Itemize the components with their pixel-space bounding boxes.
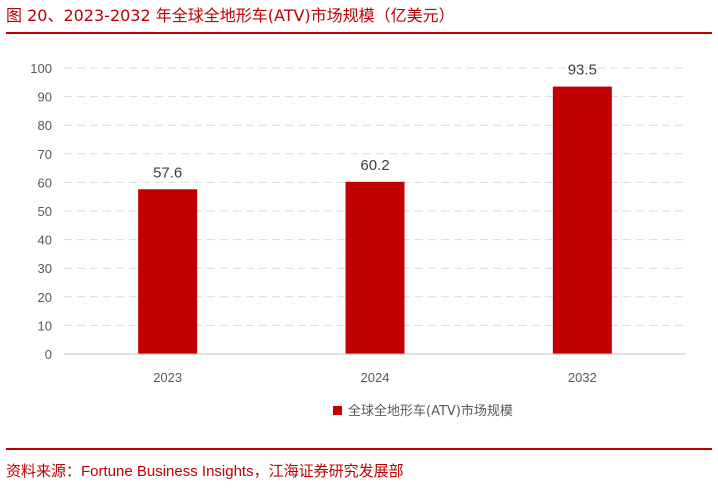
y-tick-label: 30 (38, 261, 52, 276)
x-tick-label: 2023 (153, 370, 182, 385)
title-divider (6, 32, 712, 34)
y-axis-ticks: 0 10 20 30 40 50 60 70 80 90 100 (30, 61, 52, 362)
bar (552, 86, 612, 354)
y-tick-label: 20 (38, 290, 52, 305)
y-tick-label: 60 (38, 175, 52, 190)
data-label: 60.2 (360, 157, 389, 174)
y-tick-label: 40 (38, 233, 52, 248)
y-tick-label: 10 (38, 318, 52, 333)
bar (138, 189, 198, 354)
y-tick-label: 100 (30, 61, 52, 76)
source-suffix: ，江海证券研究发展部 (253, 462, 404, 480)
bar (345, 181, 405, 354)
x-tick-label: 2024 (361, 370, 390, 385)
data-label: 57.6 (153, 164, 182, 181)
legend-swatch (333, 406, 342, 415)
y-tick-label: 80 (38, 118, 52, 133)
source-prefix: 资料来源： (6, 462, 82, 480)
y-tick-label: 0 (45, 347, 52, 362)
y-tick-label: 50 (38, 204, 52, 219)
source-divider (6, 448, 712, 450)
source-note: 资料来源：Fortune Business Insights，江海证券研究发展部 (6, 461, 404, 482)
legend: 全球全地形车(ATV)市场规模 (333, 403, 513, 419)
data-label: 93.5 (568, 62, 597, 79)
x-tick-label: 2032 (568, 370, 597, 385)
source-name: Fortune Business Insights (81, 463, 254, 480)
bars (138, 86, 612, 354)
legend-label: 全球全地形车(ATV)市场规模 (348, 403, 513, 419)
bar-chart: 0 10 20 30 40 50 60 70 80 90 100 2023 2024 2032 57.6… (30, 61, 686, 419)
y-tick-label: 90 (38, 90, 52, 105)
figure-title: 图 20、2023-2032 年全球全地形车(ATV)市场规模（亿美元） (6, 6, 455, 25)
data-labels: 57.6 60.2 93.5 (153, 62, 597, 182)
y-tick-label: 70 (38, 147, 52, 162)
x-axis: 2023 2024 2032 (64, 353, 686, 385)
